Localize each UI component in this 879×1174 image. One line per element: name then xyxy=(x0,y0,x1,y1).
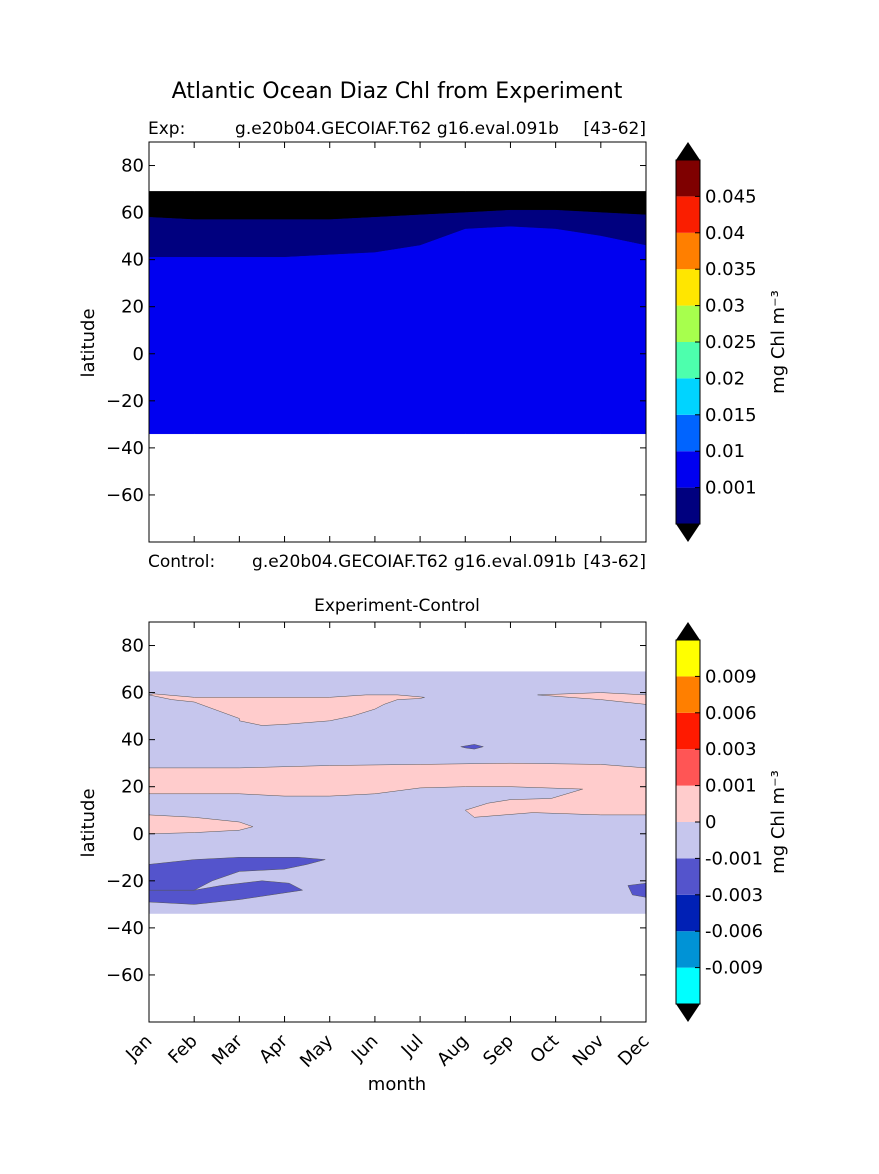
experiment-plot: 80 60 40 20 0 −20 −40 −60 xyxy=(106,141,647,543)
colorbar-swatch xyxy=(676,451,700,488)
colorbar-tick-label: 0.035 xyxy=(705,259,757,280)
colorbar-tick-label: 0.001 xyxy=(705,478,757,499)
x-tick-label: Aug xyxy=(433,1031,473,1071)
x-tick-label: Mar xyxy=(208,1030,247,1069)
x-tick-label: Nov xyxy=(569,1030,609,1070)
colorbar-tick-label: 0 xyxy=(705,812,716,833)
panel1-title-left: Exp: xyxy=(148,119,185,139)
colorbar-swatch xyxy=(676,414,700,452)
x-tick-label: Oct xyxy=(526,1031,563,1068)
colorbar-swatch xyxy=(676,712,700,750)
colorbar-extend-max xyxy=(676,622,700,640)
colorbar-extend-min xyxy=(676,524,700,542)
colorbar-swatch xyxy=(676,305,700,342)
colorbar-swatch xyxy=(676,232,700,270)
colorbar-tick-label: 0.025 xyxy=(705,332,757,353)
colorbar-swatch xyxy=(676,967,700,1004)
diff-title: Experiment-Control xyxy=(314,596,480,616)
colorbar-swatch xyxy=(676,342,700,379)
colorbar-label: mg Chl m⁻³ xyxy=(768,290,789,394)
colorbar-swatch xyxy=(676,160,700,197)
colorbar-tick-label: 0.02 xyxy=(705,368,745,389)
axes-frame xyxy=(148,621,647,1023)
y-tick-label: −20 xyxy=(106,391,144,412)
x-tick-label: Jul xyxy=(397,1031,428,1062)
colorbar-swatch xyxy=(676,640,700,677)
y-tick-label: 40 xyxy=(121,250,144,271)
x-tick-label: Dec xyxy=(614,1031,653,1070)
colorbar-tick-label: 0.04 xyxy=(705,223,745,244)
y-tick-label: −40 xyxy=(106,438,144,459)
y-tick-label: 20 xyxy=(121,777,144,798)
figure-title: Atlantic Ocean Diaz Chl from Experiment xyxy=(172,79,623,104)
contour-region-2 xyxy=(148,226,647,435)
y-tick-label: 0 xyxy=(133,824,144,845)
colorbar-tick-label: 0.015 xyxy=(705,405,757,426)
x-tick-label: Apr xyxy=(255,1030,292,1067)
colorbar-tick-label: -0.009 xyxy=(705,958,763,979)
y-tick-label: −40 xyxy=(106,918,144,939)
xlabel: month xyxy=(368,1074,426,1095)
colorbar-swatch xyxy=(676,676,700,713)
colorbar-swatch xyxy=(676,269,700,306)
x-tick-label: Feb xyxy=(164,1031,201,1068)
panel1-title-center: g.e20b04.GECOIAF.T62 g16.eval.091b xyxy=(235,119,559,139)
colorbar-swatch xyxy=(676,487,700,524)
panel2-title-left: Control: xyxy=(148,552,215,572)
y-tick-label: 40 xyxy=(121,730,144,751)
colorbar-tick-label: 0.03 xyxy=(705,296,745,317)
contour-region-2 xyxy=(148,762,647,818)
x-tick-label: Jan xyxy=(121,1031,156,1066)
axes-frame xyxy=(148,141,647,543)
panel2-title-right: [43-62] xyxy=(583,552,646,572)
y-tick-label: −60 xyxy=(106,965,144,986)
colorbar-tick-label: 0.01 xyxy=(705,441,745,462)
y-tick-label: 20 xyxy=(121,297,144,318)
colorbar-extend-max xyxy=(676,142,700,160)
colorbar-swatch xyxy=(676,931,700,968)
y-tick-label: −60 xyxy=(106,485,144,506)
y-tick-label: −20 xyxy=(106,871,144,892)
y-tick-label: 80 xyxy=(121,156,144,177)
contour-region-0 xyxy=(148,693,425,726)
colorbar-tick-label: 0.045 xyxy=(705,186,757,207)
y-tick-label: 60 xyxy=(121,203,144,224)
colorbar-swatch xyxy=(676,785,700,822)
panel2-ylabel: latitude xyxy=(78,788,99,857)
panel1-title-right: [43-62] xyxy=(583,119,646,139)
y-tick-label: 60 xyxy=(121,683,144,704)
experiment-colorbar: 0.001 0.01 0.015 0.02 0.025 0.03 0.035 0.04 0.04… xyxy=(675,142,789,542)
contour-region-5 xyxy=(148,880,304,905)
colorbar-swatch xyxy=(676,858,700,895)
x-tick-label: Jun xyxy=(347,1031,382,1066)
colorbar-swatch xyxy=(676,749,700,786)
colorbar-tick-label: 0.001 xyxy=(705,776,757,797)
colorbar-swatch xyxy=(676,196,700,233)
contour-region-3 xyxy=(148,814,254,835)
colorbar-tick-label: -0.001 xyxy=(705,848,763,869)
colorbar-swatch xyxy=(676,378,700,415)
colorbar-tick-label: 0.003 xyxy=(705,739,757,760)
x-tick-label: Sep xyxy=(479,1031,518,1070)
x-tick-label: May xyxy=(296,1030,337,1071)
colorbar-tick-label: 0.009 xyxy=(705,666,757,687)
difference-plot: 80 60 40 20 0 −20 −40 −60 Jan Feb Mar Apr May Jun Jul A… xyxy=(106,621,654,1072)
colorbar-tick-label: 0.006 xyxy=(705,703,757,724)
colorbar-swatch xyxy=(676,894,700,932)
colorbar-label: mg Chl m⁻³ xyxy=(768,770,789,874)
colorbar-tick-label: -0.003 xyxy=(705,885,763,906)
colorbar-extend-min xyxy=(676,1004,700,1022)
colorbar-tick-label: -0.006 xyxy=(705,921,763,942)
y-tick-label: 0 xyxy=(133,344,144,365)
difference-colorbar: -0.009 -0.006 -0.003 -0.001 0 0.001 0.003 0.006… xyxy=(675,622,789,1022)
y-tick-label: 80 xyxy=(121,636,144,657)
contour-region-6 xyxy=(460,744,485,750)
panel2-title-center: g.e20b04.GECOIAF.T62 g16.eval.091b xyxy=(252,552,576,572)
panel1-ylabel: latitude xyxy=(78,308,99,377)
colorbar-swatch xyxy=(676,822,700,859)
